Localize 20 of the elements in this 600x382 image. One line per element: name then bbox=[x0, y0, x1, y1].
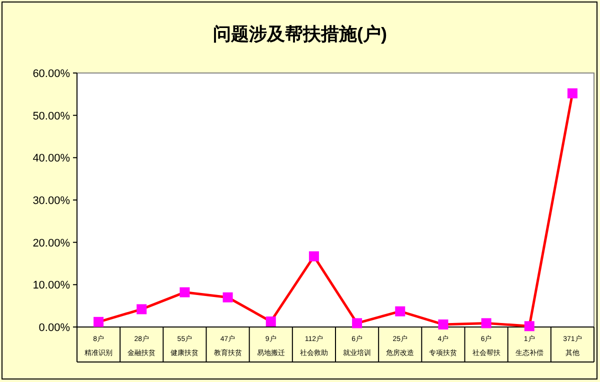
y-tick-label: 50.00% bbox=[32, 110, 70, 122]
point bbox=[352, 318, 362, 328]
y-tick-label: 0.00% bbox=[38, 322, 70, 334]
y-tick-label: 10.00% bbox=[32, 280, 70, 292]
y-tick-label: 60.00% bbox=[32, 68, 70, 80]
point bbox=[308, 251, 319, 262]
y-tick-label: 30.00% bbox=[32, 195, 70, 207]
point bbox=[481, 318, 492, 328]
point bbox=[94, 316, 104, 327]
point bbox=[136, 304, 147, 314]
point bbox=[180, 287, 190, 298]
point bbox=[567, 88, 578, 98]
y-tick-label: 20.00% bbox=[32, 237, 70, 250]
chart-title: 问题涉及帮扶措施(户) bbox=[213, 24, 387, 44]
point bbox=[524, 321, 534, 332]
y-tick-label: 40.00% bbox=[32, 152, 70, 165]
point bbox=[395, 306, 406, 316]
point bbox=[266, 316, 276, 326]
point bbox=[222, 292, 233, 302]
point bbox=[438, 319, 448, 330]
